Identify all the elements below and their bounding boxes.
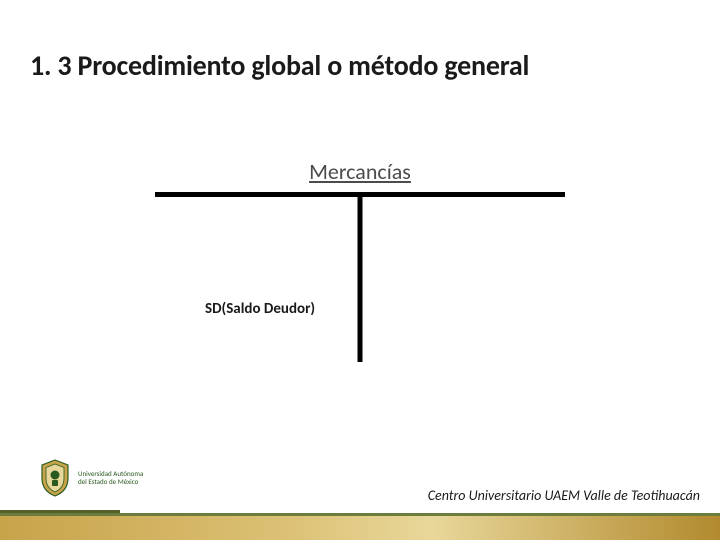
sd-label: SD(Saldo Deudor) <box>205 300 315 318</box>
campus-name: Centro Universitario UAEM Valle de Teoti… <box>428 487 700 504</box>
institution-logo: Universidad Autónoma del Estado de Méxic… <box>38 458 143 498</box>
shield-icon <box>38 458 72 498</box>
slide-root: 1. 3 Procedimiento global o método gener… <box>0 0 720 540</box>
t-account-diagram <box>155 192 565 362</box>
t-account-stem <box>358 192 363 362</box>
t-account-label: Mercancías <box>0 158 720 185</box>
footer-gold-bar <box>0 516 720 540</box>
institution-name-line2: del Estado de México <box>78 478 143 486</box>
slide-title: 1. 3 Procedimiento global o método gener… <box>30 48 529 83</box>
institution-name: Universidad Autónoma del Estado de Méxic… <box>78 470 143 485</box>
